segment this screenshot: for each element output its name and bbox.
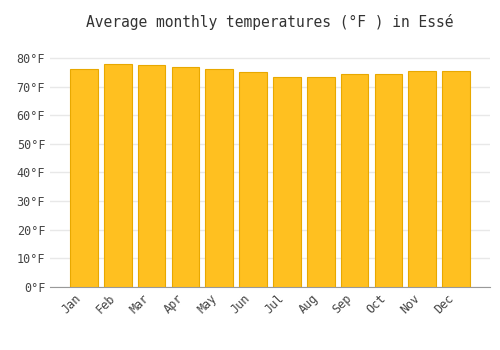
Bar bbox=[206, 69, 233, 287]
Bar bbox=[340, 74, 368, 287]
Bar bbox=[104, 64, 132, 287]
Bar bbox=[408, 71, 436, 287]
Bar bbox=[273, 77, 301, 287]
Bar bbox=[374, 74, 402, 287]
Bar bbox=[172, 66, 200, 287]
Bar bbox=[442, 71, 470, 287]
Bar bbox=[307, 77, 334, 287]
Bar bbox=[239, 72, 267, 287]
Bar bbox=[70, 69, 98, 287]
Bar bbox=[138, 65, 166, 287]
Title: Average monthly temperatures (°F ) in Essé: Average monthly temperatures (°F ) in Es… bbox=[86, 14, 454, 30]
